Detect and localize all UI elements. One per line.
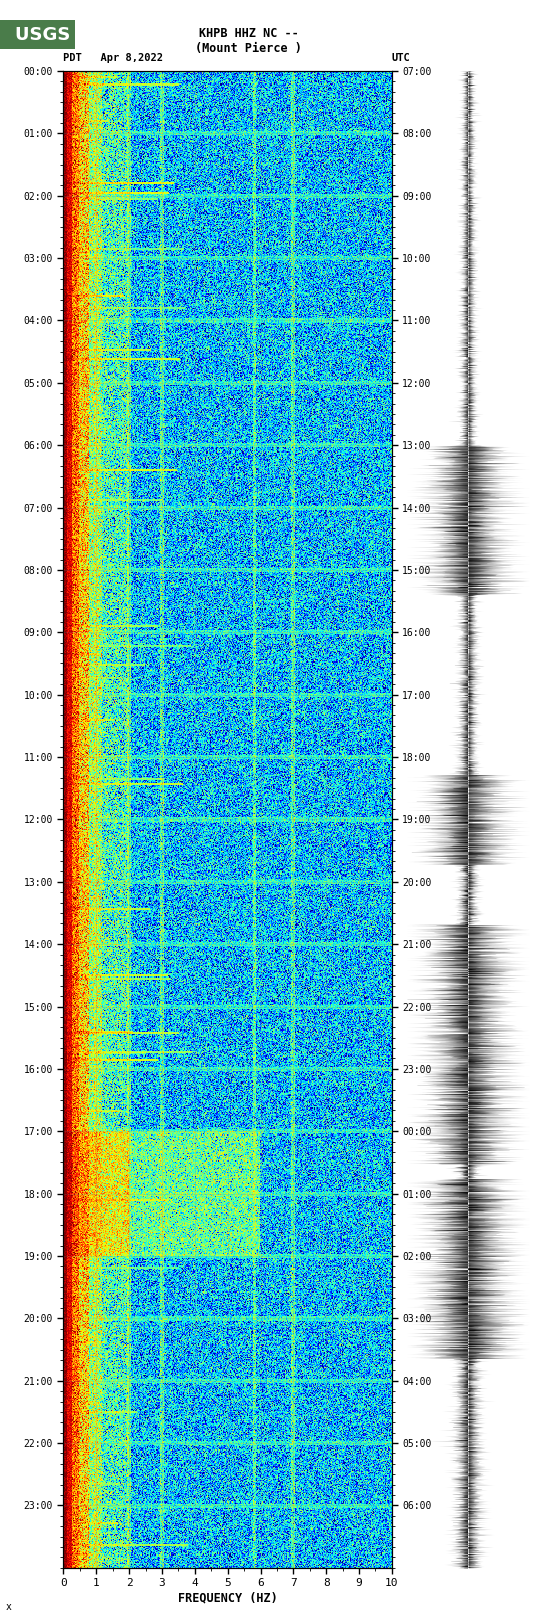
Text: PDT   Apr 8,2022: PDT Apr 8,2022 bbox=[63, 53, 163, 63]
Text: USGS: USGS bbox=[6, 26, 70, 44]
Text: (Mount Pierce ): (Mount Pierce ) bbox=[195, 42, 302, 55]
Text: KHPB HHZ NC --: KHPB HHZ NC -- bbox=[199, 27, 298, 40]
Text: UTC: UTC bbox=[392, 53, 411, 63]
Text: x: x bbox=[6, 1602, 12, 1611]
X-axis label: FREQUENCY (HZ): FREQUENCY (HZ) bbox=[178, 1590, 278, 1603]
